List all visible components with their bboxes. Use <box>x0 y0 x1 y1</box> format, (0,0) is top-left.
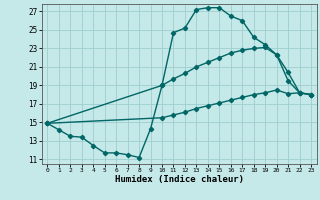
X-axis label: Humidex (Indice chaleur): Humidex (Indice chaleur) <box>115 175 244 184</box>
